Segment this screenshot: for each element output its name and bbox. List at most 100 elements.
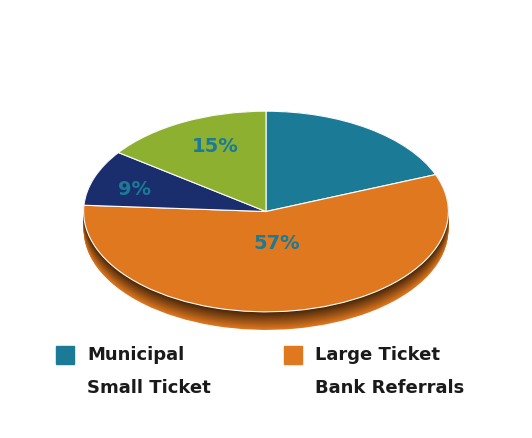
Wedge shape <box>119 124 266 225</box>
Text: Municipal: Municipal <box>87 346 185 364</box>
Wedge shape <box>84 158 266 217</box>
Wedge shape <box>84 160 266 219</box>
Wedge shape <box>84 178 448 315</box>
Wedge shape <box>84 162 266 221</box>
Wedge shape <box>84 154 266 213</box>
Wedge shape <box>84 187 448 325</box>
Wedge shape <box>266 120 436 221</box>
Wedge shape <box>266 129 436 230</box>
Wedge shape <box>266 112 436 212</box>
Wedge shape <box>84 167 266 226</box>
Wedge shape <box>266 116 436 216</box>
Wedge shape <box>266 111 436 212</box>
Wedge shape <box>84 161 266 220</box>
Wedge shape <box>266 129 436 229</box>
Wedge shape <box>84 182 448 320</box>
Wedge shape <box>266 117 436 218</box>
Wedge shape <box>84 177 448 314</box>
Wedge shape <box>266 113 436 213</box>
Wedge shape <box>84 159 266 218</box>
Wedge shape <box>119 118 266 218</box>
Wedge shape <box>119 111 266 212</box>
Wedge shape <box>119 126 266 226</box>
Wedge shape <box>119 119 266 219</box>
Wedge shape <box>84 163 266 222</box>
Wedge shape <box>84 152 266 212</box>
Wedge shape <box>84 159 266 218</box>
Wedge shape <box>84 180 448 317</box>
Wedge shape <box>84 155 266 215</box>
Wedge shape <box>84 192 448 329</box>
Wedge shape <box>84 154 266 213</box>
Wedge shape <box>84 152 266 212</box>
Wedge shape <box>84 182 448 319</box>
Wedge shape <box>84 157 266 216</box>
Text: Bank Referrals: Bank Referrals <box>315 379 464 397</box>
Wedge shape <box>266 119 436 219</box>
Wedge shape <box>84 191 448 328</box>
Wedge shape <box>119 120 266 220</box>
Wedge shape <box>119 128 266 228</box>
Wedge shape <box>84 168 266 227</box>
Wedge shape <box>119 113 266 213</box>
Wedge shape <box>84 153 266 212</box>
Bar <box>56 378 74 397</box>
Wedge shape <box>266 117 436 217</box>
Wedge shape <box>84 162 266 221</box>
Wedge shape <box>119 116 266 216</box>
Wedge shape <box>119 114 266 215</box>
Wedge shape <box>84 170 266 229</box>
Wedge shape <box>84 177 448 315</box>
Wedge shape <box>119 127 266 227</box>
Wedge shape <box>84 176 448 313</box>
Wedge shape <box>84 180 448 317</box>
Wedge shape <box>84 156 266 215</box>
Bar <box>284 346 303 364</box>
Wedge shape <box>84 187 448 324</box>
Bar <box>56 346 74 364</box>
Wedge shape <box>119 111 266 212</box>
Wedge shape <box>119 118 266 219</box>
Wedge shape <box>266 120 436 220</box>
Wedge shape <box>84 181 448 318</box>
Wedge shape <box>119 125 266 226</box>
Wedge shape <box>119 115 266 215</box>
Wedge shape <box>119 120 266 221</box>
Wedge shape <box>119 117 266 217</box>
Text: 9%: 9% <box>118 180 151 199</box>
Wedge shape <box>119 126 266 226</box>
Wedge shape <box>84 166 266 226</box>
Wedge shape <box>84 179 448 316</box>
Text: 19%: 19% <box>343 148 389 167</box>
Wedge shape <box>84 190 448 328</box>
Wedge shape <box>119 121 266 221</box>
Wedge shape <box>119 117 266 218</box>
Wedge shape <box>119 121 266 222</box>
Bar <box>284 378 303 397</box>
Wedge shape <box>84 170 266 228</box>
Wedge shape <box>84 157 266 216</box>
Wedge shape <box>84 186 448 323</box>
Wedge shape <box>266 124 436 224</box>
Wedge shape <box>119 113 266 214</box>
Wedge shape <box>266 126 436 226</box>
Wedge shape <box>119 123 266 223</box>
Wedge shape <box>119 127 266 228</box>
Wedge shape <box>266 125 436 226</box>
Wedge shape <box>84 155 266 214</box>
Wedge shape <box>266 123 436 223</box>
Wedge shape <box>266 118 436 218</box>
Wedge shape <box>84 175 448 312</box>
Wedge shape <box>84 185 448 322</box>
Wedge shape <box>84 185 448 323</box>
Wedge shape <box>84 184 448 321</box>
Wedge shape <box>84 160 266 219</box>
Wedge shape <box>266 113 436 213</box>
Text: 15%: 15% <box>192 137 238 156</box>
Wedge shape <box>266 127 436 227</box>
Wedge shape <box>84 190 448 327</box>
Wedge shape <box>84 171 266 230</box>
Wedge shape <box>84 188 448 325</box>
Wedge shape <box>266 111 436 212</box>
Wedge shape <box>119 123 266 223</box>
